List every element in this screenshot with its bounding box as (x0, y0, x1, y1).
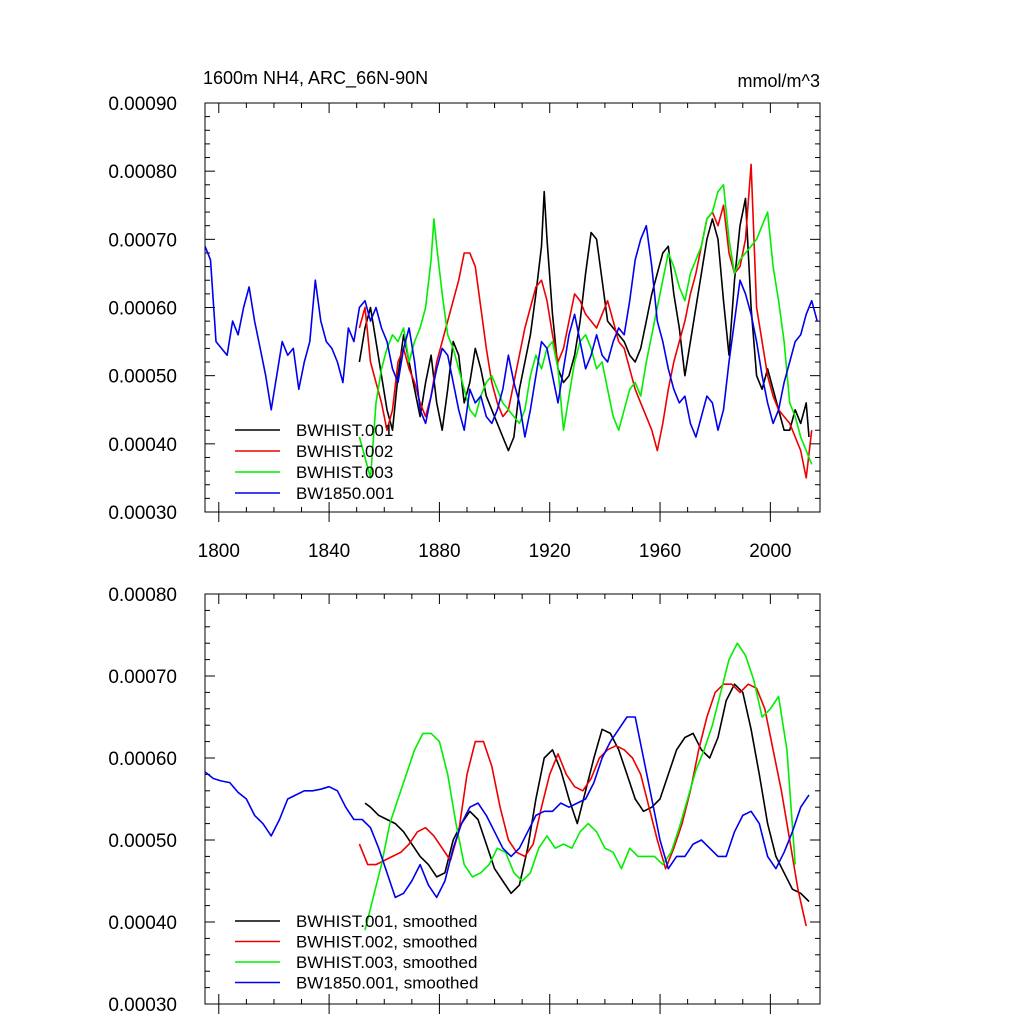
bottom-panel: 0.00030 0.00040 0.00050 0.00060 0.00070 0.000… (108, 585, 821, 1016)
legend-label: BW1850.001, smoothed (296, 974, 478, 993)
legend-label: BWHIST.003, smoothed (296, 953, 477, 972)
x-tick-label: 1880 (418, 541, 460, 562)
plot-frame (204, 593, 821, 1005)
y-tick-label: 0.00040 (108, 913, 177, 934)
series-group (205, 642, 810, 931)
legend-label: BW1850.001 (296, 484, 394, 503)
chart-title: 1600m NH4, ARC_66N-90N (203, 68, 428, 89)
y-tick-label: 0.00070 (108, 230, 177, 251)
y-tick-label: 0.00080 (108, 585, 177, 606)
y-tick-label: 0.00050 (108, 367, 177, 388)
legend-label: BWHIST.002 (296, 442, 393, 461)
y-tick-label: 0.00080 (108, 162, 177, 183)
series-line-bw1850-001-smoothed (205, 716, 810, 899)
x-tick-label: 2000 (749, 541, 791, 562)
legend-label: BWHIST.001 (296, 421, 393, 440)
series-line-bwhist-002-smoothed (358, 683, 807, 927)
series-group (205, 163, 818, 479)
x-tick-label: 1800 (198, 541, 240, 562)
series-line-bw1850-001 (205, 224, 818, 438)
y-tick-label: 0.00050 (108, 831, 177, 852)
y-tick-label: 0.00060 (108, 299, 177, 320)
legend-label: BWHIST.003 (296, 463, 393, 482)
y-tick-label: 0.00030 (108, 995, 177, 1016)
y-tick-label: 0.00030 (108, 503, 177, 524)
units-label: mmol/m^3 (738, 71, 820, 91)
x-tick-label: 1840 (308, 541, 350, 562)
x-tick-label: 1920 (529, 541, 571, 562)
series-line-bwhist-001-smoothed (364, 683, 810, 903)
series-line-bwhist-003-smoothed (364, 642, 796, 931)
y-tick-label: 0.00040 (108, 435, 177, 456)
x-tick-label: 1960 (639, 541, 681, 562)
legend-label: BWHIST.001, smoothed (296, 912, 477, 931)
series-line-bwhist-002 (358, 163, 813, 479)
legend-label: BWHIST.002, smoothed (296, 933, 477, 952)
y-tick-label: 0.00070 (108, 667, 177, 688)
series-line-bwhist-003 (358, 184, 813, 479)
top-panel: 1800 1840 1880 1920 1960 2000 0.00030 0.00040 0.… (108, 94, 821, 562)
y-tick-label: 0.00060 (108, 749, 177, 770)
y-tick-label: 0.00090 (108, 94, 177, 115)
